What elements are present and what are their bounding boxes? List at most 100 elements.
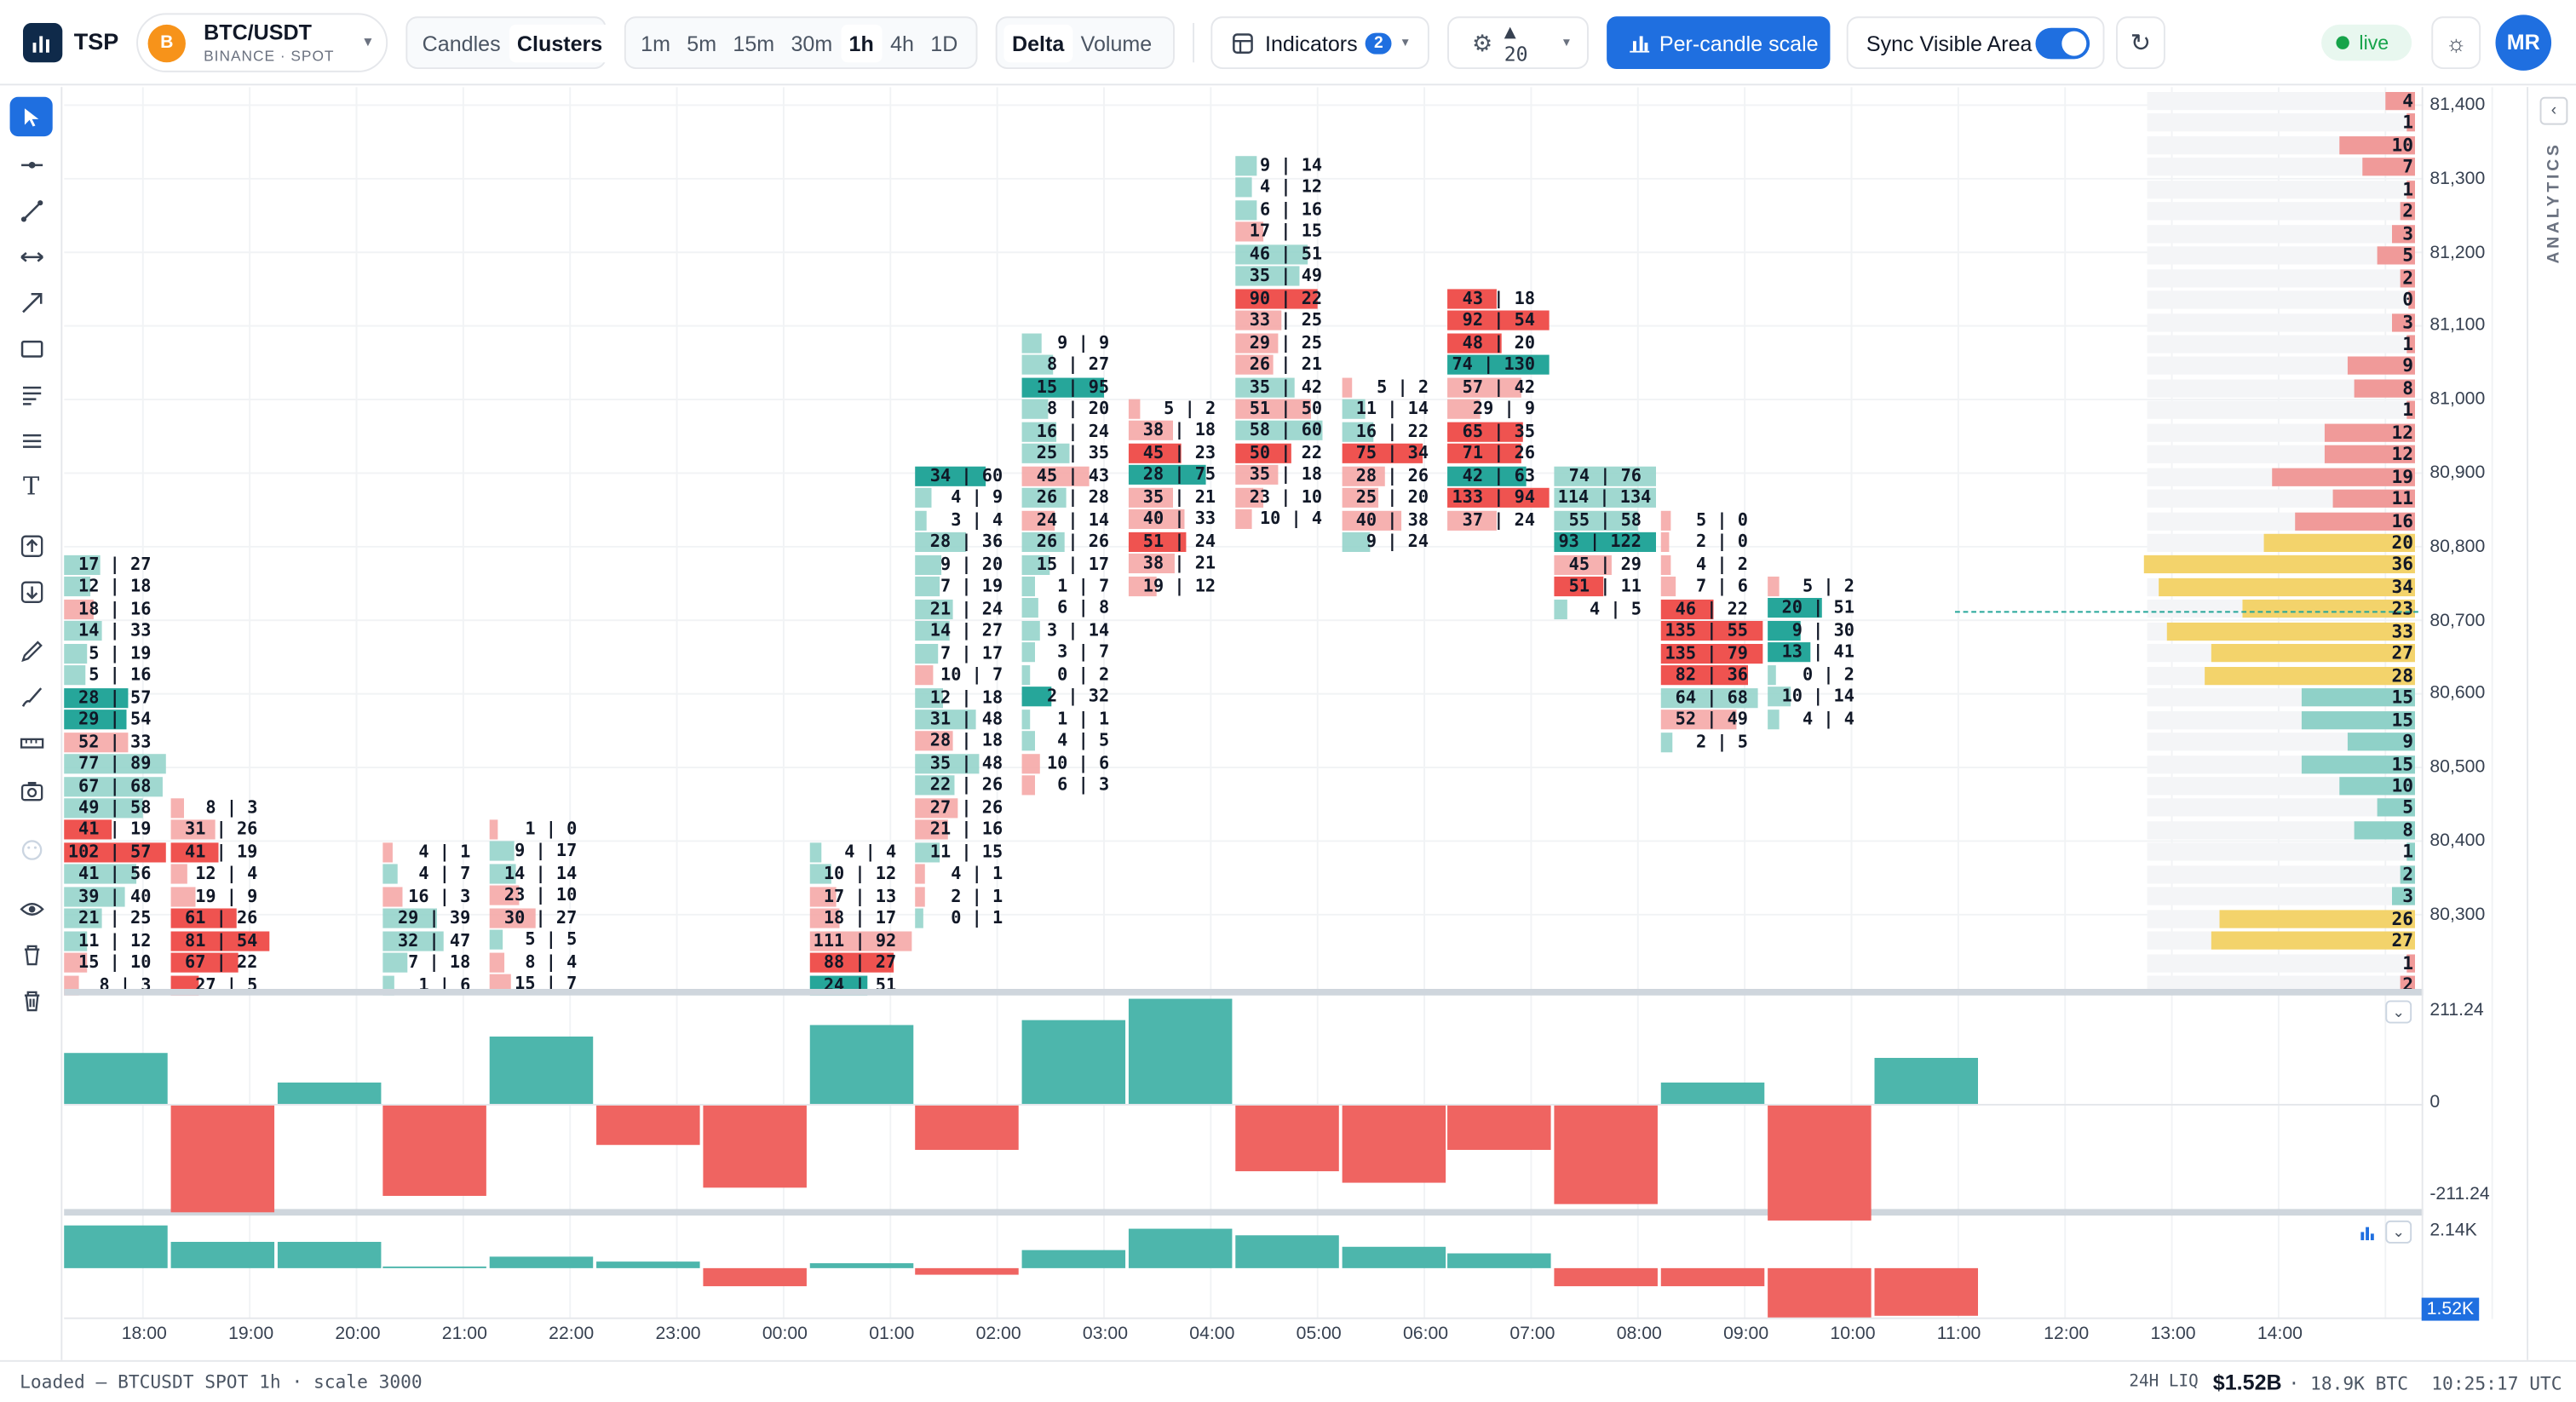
symbol-name: BTC/USDT [204, 20, 312, 45]
cluster-volume-bar [1021, 554, 1051, 575]
volume-pane-chart-button[interactable] [2355, 1221, 2381, 1244]
cluster-cell: 18 | 17 [823, 909, 897, 929]
pane-separator[interactable] [64, 988, 2424, 996]
ruler-tool-button[interactable] [10, 723, 53, 762]
refresh-button[interactable]: ↻ [2115, 16, 2165, 69]
profile-bar [2324, 423, 2415, 442]
cluster-cell: 33 | 25 [1249, 310, 1323, 330]
price-axis-label: 81,100 [2429, 316, 2486, 336]
brush-tool-button[interactable] [10, 677, 53, 716]
timeframe-5m[interactable]: 5m [687, 30, 717, 55]
cluster-cell: 29 | 54 [78, 710, 152, 730]
cluster-cell: 4 | 5 [1057, 731, 1110, 751]
cluster-volume-bar [1660, 532, 1670, 553]
cluster-cell: 35 | 48 [929, 753, 1003, 774]
per-candle-scale-label: Per-candle scale [1659, 30, 1819, 55]
cluster-cell: 15 | 95 [1036, 377, 1110, 398]
cluster-volume-bar [915, 577, 940, 597]
download-tool-button[interactable] [10, 572, 53, 611]
profile-value: 20 [2391, 531, 2414, 554]
cluster-volume-bar [915, 886, 925, 906]
settings-button[interactable]: ⚙ ▲ 20 ▼ [1447, 16, 1589, 69]
time-axis-label: 00:00 [762, 1324, 808, 1344]
visibility-tool-button[interactable] [10, 888, 53, 928]
symbol-selector[interactable]: B BTC/USDT BINANCE · SPOT ▼ [136, 13, 388, 72]
timeframe-1d[interactable]: 1D [930, 30, 958, 55]
text-tool-button[interactable]: T [10, 467, 53, 506]
cursor-tool-button[interactable] [9, 96, 53, 137]
timeframe-1m[interactable]: 1m [641, 30, 670, 55]
trend-line-tool-button[interactable] [10, 191, 53, 230]
profile-bar [2407, 335, 2415, 353]
pane-separator[interactable] [64, 1209, 2424, 1216]
per-candle-scale-button[interactable]: Per-candle scale [1607, 16, 1831, 69]
mode-delta[interactable]: Delta [1003, 23, 1072, 62]
volume-bar [596, 1261, 700, 1268]
mode-volume[interactable]: Volume [1080, 30, 1153, 55]
live-label: live [2359, 31, 2389, 55]
time-axis-label: 12:00 [2044, 1324, 2090, 1344]
camera-icon [20, 781, 43, 801]
rectangle-tool-button[interactable] [10, 329, 53, 368]
cluster-volume-bar [915, 864, 926, 884]
timeframe-30m[interactable]: 30m [791, 30, 833, 55]
delete-tool-button[interactable] [10, 934, 53, 974]
text-note-tool-button[interactable] [10, 375, 53, 414]
horizontal-line-tool-button[interactable] [10, 145, 53, 184]
measure-tool-button[interactable] [10, 237, 53, 276]
timeframe-1h[interactable]: 1h [840, 23, 883, 62]
price-axis-label: 81,400 [2429, 95, 2486, 115]
analytics-panel-label[interactable]: ANALYTICS [2545, 141, 2564, 264]
profile-bar [2339, 135, 2415, 155]
screenshot-tool-button[interactable] [10, 770, 53, 809]
cluster-volume-bar [383, 909, 437, 929]
delta-bar [277, 1083, 381, 1104]
volume-bar [703, 1267, 807, 1287]
time-axis-label: 02:00 [975, 1324, 1021, 1344]
cluster-volume-bar [1021, 333, 1042, 353]
volume-pane-collapse-button[interactable]: ⌄ [2385, 1220, 2412, 1244]
timeframe-4h[interactable]: 4h [890, 30, 914, 55]
cluster-cell: 7 | 6 [1696, 577, 1748, 597]
indicators-button[interactable]: Indicators 2 ▼ [1210, 16, 1429, 69]
brand-logo[interactable] [22, 22, 63, 63]
timeframe-15m[interactable]: 15m [733, 30, 775, 55]
delta-bar [170, 1103, 274, 1213]
cluster-volume-bar [1128, 487, 1174, 508]
arrow-tool-button[interactable] [10, 283, 53, 322]
cluster-cell: 4 | 4 [844, 842, 897, 863]
cluster-cell: 7 | 19 [940, 577, 1003, 597]
cluster-cell: 88 | 27 [823, 953, 897, 974]
volume-bar [277, 1241, 381, 1268]
theme-toggle-button[interactable]: ☼ [2431, 16, 2481, 69]
cluster-cell: 11 | 15 [929, 842, 1003, 862]
cluster-cell: 9 | 24 [1366, 532, 1429, 553]
volume-bar [383, 1266, 487, 1268]
cluster-volume-bar [915, 643, 939, 664]
emoji-tool-button[interactable] [10, 830, 53, 869]
cluster-cell: 51 | 50 [1249, 399, 1323, 419]
cluster-volume-bar [1234, 509, 1251, 530]
upload-tool-button[interactable] [10, 526, 53, 565]
settings-value: ▲ 20 [1504, 20, 1528, 66]
chart-type-clusters[interactable]: Clusters [509, 23, 611, 62]
delta-axis-top: 211.24 [2429, 1000, 2484, 1020]
cluster-volume-bar [1341, 510, 1401, 531]
cluster-cell: 4 | 4 [1803, 709, 1854, 729]
sync-toggle[interactable] [2035, 27, 2090, 60]
avatar[interactable]: MR [2495, 14, 2552, 71]
cluster-volume-bar [1234, 244, 1308, 265]
chart-type-candles[interactable]: Candles [422, 30, 501, 55]
cluster-cell: 4 | 1 [418, 842, 471, 863]
fib-tool-button[interactable] [10, 421, 53, 460]
volume-bar [1341, 1247, 1446, 1268]
time-axis-label: 07:00 [1509, 1324, 1555, 1344]
pencil-tool-button[interactable] [10, 631, 53, 670]
delta-pane-collapse-button[interactable]: ⌄ [2385, 1000, 2412, 1024]
panel-expand-button[interactable]: ‹ [2539, 96, 2568, 125]
cluster-volume-bar [1021, 664, 1031, 685]
delta-bar [596, 1103, 700, 1146]
delete-all-tool-button[interactable] [10, 980, 53, 1020]
cluster-volume-bar [64, 554, 101, 575]
cluster-cell: 5 | 16 [89, 665, 152, 686]
